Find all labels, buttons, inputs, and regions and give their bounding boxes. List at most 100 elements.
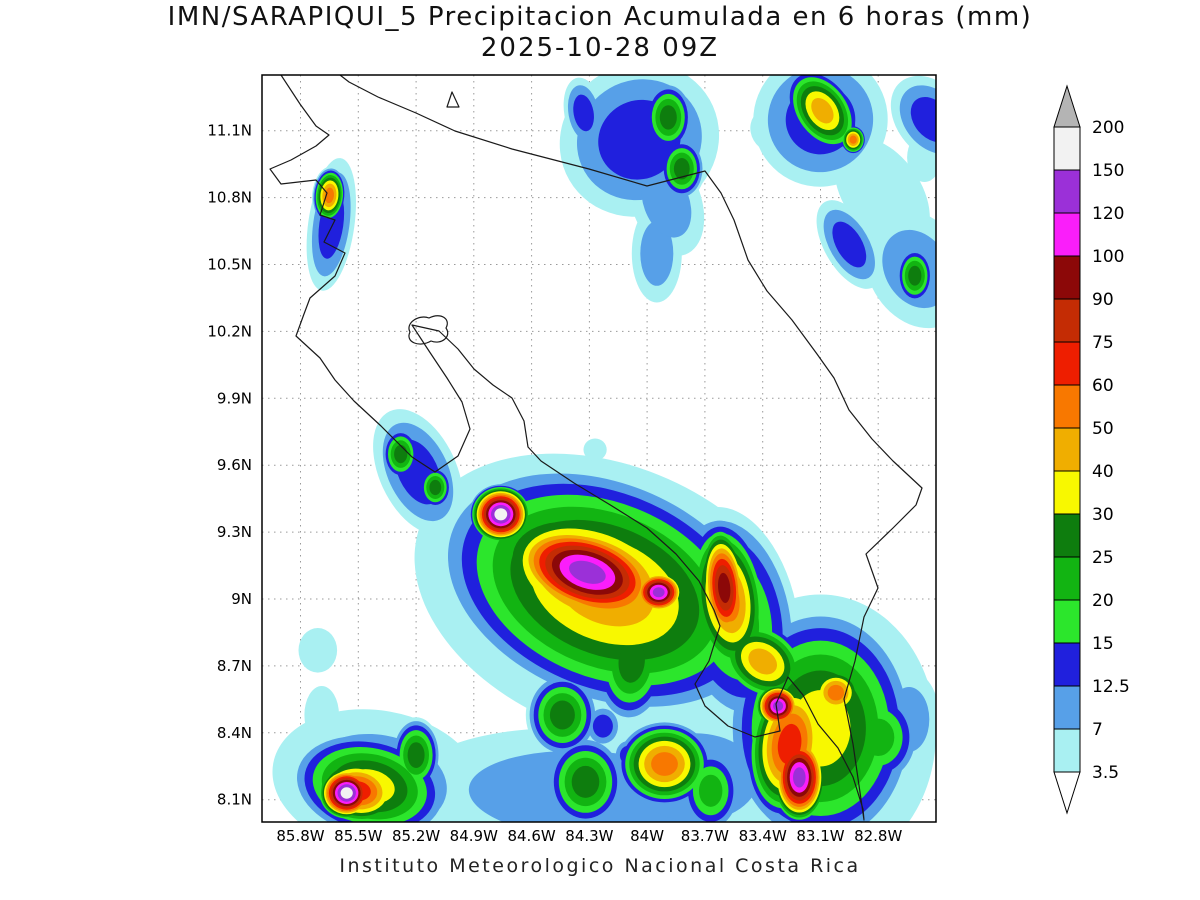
precip-contour xyxy=(592,714,613,738)
precip-contour xyxy=(298,628,338,673)
precip-contour xyxy=(773,701,784,711)
colorbar-level-label: 40 xyxy=(1092,462,1114,482)
precip-contour xyxy=(908,265,922,286)
precip-contour xyxy=(834,137,930,249)
lon-tick-label: 84.9W xyxy=(450,827,498,845)
colorbar-level-label: 150 xyxy=(1092,161,1124,181)
lat-tick-label: 8.1N xyxy=(217,791,252,809)
colorbar-segment xyxy=(1053,728,1081,773)
colorbar-level-label: 120 xyxy=(1092,204,1124,224)
precip-contour xyxy=(583,438,607,461)
lake-outline xyxy=(408,315,449,345)
colorbar-segment xyxy=(1053,685,1081,730)
page-title: IMN/SARAPIQUI_5 Precipitacion Acumulada … xyxy=(167,2,1033,32)
precip-contour xyxy=(494,508,508,521)
lat-tick-label: 10.5N xyxy=(207,256,252,274)
colorbar-arrow-above xyxy=(1053,84,1081,128)
colorbar-segment xyxy=(1053,255,1081,300)
colorbar-level-label: 60 xyxy=(1092,376,1114,396)
precip-contour xyxy=(304,686,340,744)
colorbar-segment xyxy=(1053,212,1081,257)
colorbar-level-label: 75 xyxy=(1092,333,1114,353)
colorbar-level-label: 25 xyxy=(1092,548,1114,568)
colorbar-segment xyxy=(1053,341,1081,386)
precip-contour xyxy=(407,742,425,768)
precip-contour xyxy=(571,765,600,798)
lat-tick-label: 9N xyxy=(231,590,252,608)
lat-tick-label: 8.4N xyxy=(217,724,252,742)
precip-contour xyxy=(549,700,575,730)
lon-tick-label: 85.5W xyxy=(334,827,382,845)
precip-contour xyxy=(394,445,408,464)
lon-tick-label: 82.8W xyxy=(854,827,902,845)
colorbar-level-label: 15 xyxy=(1092,634,1114,654)
precip-contour xyxy=(811,97,834,124)
coastline-group xyxy=(269,75,923,821)
colorbar-level-label: 50 xyxy=(1092,419,1114,439)
colorbar-level-label: 30 xyxy=(1092,505,1114,525)
colorbar-level-label: 20 xyxy=(1092,591,1114,611)
precip-contour xyxy=(793,767,806,788)
precip-contour xyxy=(340,787,353,799)
lon-tick-label: 83.1W xyxy=(796,827,844,845)
colorbar-segment xyxy=(1053,384,1081,429)
precip-contour xyxy=(717,572,731,603)
colorbar-level-label: 12.5 xyxy=(1092,677,1130,697)
colorbar: 200 150 120 100 90 75 60 50 40 30 25 20 15 12.5 7 3.5 xyxy=(1053,84,1130,815)
lat-tick-label: 9.6N xyxy=(217,456,252,474)
map-title-block: IMN/SARAPIQUI_5 Precipitacion Acumulada … xyxy=(0,2,1200,64)
lat-tick-label: 10.8N xyxy=(207,189,252,207)
colorbar-segment xyxy=(1053,298,1081,343)
precip-contour xyxy=(569,560,606,584)
precip-contour xyxy=(640,221,674,286)
colorbar-level-label: 90 xyxy=(1092,290,1114,310)
colorbar-segment xyxy=(1053,169,1081,214)
colorbar-level-label: 3.5 xyxy=(1092,763,1119,783)
precip-contour xyxy=(618,640,645,683)
precip-contour xyxy=(429,479,442,496)
colorbar-segment xyxy=(1053,470,1081,515)
valid-time-subtitle: 2025-10-28 09Z xyxy=(480,33,720,63)
precip-contour xyxy=(659,105,677,130)
precip-contour xyxy=(832,221,867,268)
lon-tick-label: 85.8W xyxy=(276,827,324,845)
plot-frame xyxy=(261,74,937,823)
lat-tick-label: 11.1N xyxy=(207,122,252,140)
colorbar-segment xyxy=(1053,599,1081,644)
precip-contour xyxy=(673,158,690,180)
colorbar-segment xyxy=(1053,642,1081,687)
island-marker xyxy=(446,91,460,108)
precip-contour xyxy=(699,774,723,807)
precip-contour xyxy=(862,718,895,756)
lat-tick-label: 8.7N xyxy=(217,657,252,675)
lon-tick-label: 84.3W xyxy=(565,827,613,845)
lat-tick-label: 9.3N xyxy=(217,523,252,541)
precip-contour xyxy=(748,648,778,675)
lon-tick-label: 84.6W xyxy=(507,827,555,845)
precip-contour xyxy=(777,723,802,765)
lon-tick-label: 84W xyxy=(630,827,664,845)
colorbar-segment xyxy=(1053,513,1081,558)
colorbar-level-label: 100 xyxy=(1092,247,1124,267)
lon-tick-label: 83.4W xyxy=(739,827,787,845)
colorbar-level-label: 200 xyxy=(1092,118,1124,138)
precip-contour xyxy=(910,96,936,143)
precip-contour xyxy=(849,135,857,144)
lat-tick-label: 9.9N xyxy=(217,389,252,407)
colorbar-level-label: 7 xyxy=(1092,720,1103,740)
precip-contour xyxy=(324,187,335,204)
footer-institution: Instituto Meteorologico Nacional Costa R… xyxy=(339,855,861,877)
colorbar-segment xyxy=(1053,126,1081,171)
precip-contour xyxy=(652,587,665,598)
lon-tick-label: 83.7W xyxy=(681,827,729,845)
lon-tick-label: 85.2W xyxy=(392,827,440,845)
precipitation-field xyxy=(272,75,936,822)
precip-contour xyxy=(573,94,594,132)
colorbar-segment xyxy=(1053,427,1081,472)
colorbar-segment xyxy=(1053,556,1081,601)
precip-contour xyxy=(827,684,845,701)
lat-tick-label: 10.2N xyxy=(207,322,252,340)
precip-contour xyxy=(651,752,678,776)
